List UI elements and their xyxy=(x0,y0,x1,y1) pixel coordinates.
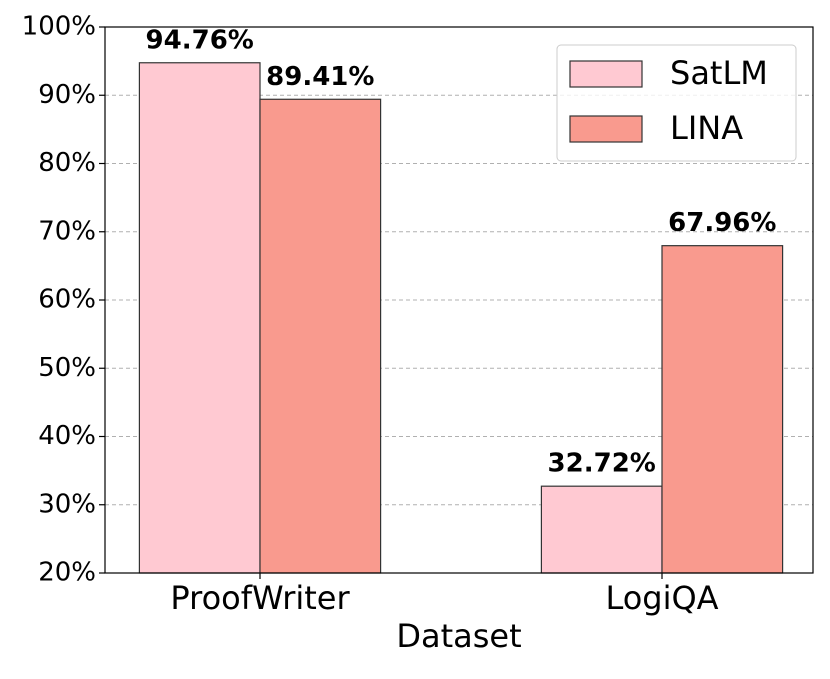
y-tick-label: 50% xyxy=(38,353,96,383)
x-tick-label: LogiQA xyxy=(605,579,718,617)
value-label: 67.96% xyxy=(668,208,776,238)
x-tick-label: ProofWriter xyxy=(170,579,350,617)
legend-label: LINA xyxy=(670,109,743,147)
bar xyxy=(540,485,663,574)
legend-label: SatLM xyxy=(670,54,768,92)
y-tick-label: 100% xyxy=(22,12,96,42)
bar xyxy=(661,245,784,574)
y-tick-label: 70% xyxy=(38,216,96,246)
y-tick-label: 30% xyxy=(38,489,96,519)
bar xyxy=(259,98,382,574)
y-tick-label: 40% xyxy=(38,421,96,451)
y-tick-label: 20% xyxy=(38,558,96,588)
value-label: 94.76% xyxy=(146,25,254,55)
y-tick-label: 60% xyxy=(38,285,96,315)
y-tick-label: 80% xyxy=(38,148,96,178)
y-tick-label: 90% xyxy=(38,80,96,110)
legend-swatch xyxy=(569,60,643,88)
legend-swatch xyxy=(569,115,643,143)
value-label: 89.41% xyxy=(266,62,374,92)
value-label: 32.72% xyxy=(548,449,656,479)
x-axis-label: Dataset xyxy=(396,617,521,655)
legend: SatLM LINA xyxy=(556,44,797,162)
plot-frame xyxy=(104,26,814,574)
bar xyxy=(138,62,261,574)
